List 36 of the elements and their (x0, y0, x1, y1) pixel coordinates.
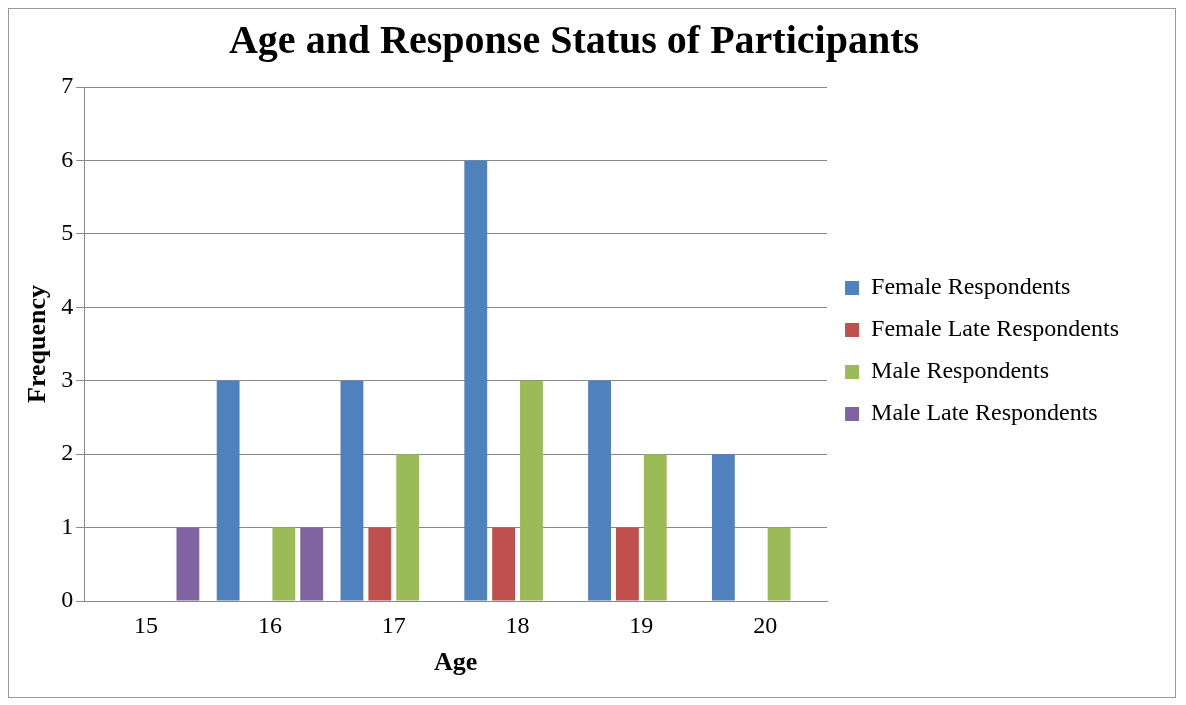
bar (300, 527, 324, 601)
bar (520, 380, 543, 601)
x-tick-label: 16 (257, 611, 282, 638)
y-tick-label: 0 (61, 586, 74, 613)
legend-label: Male Respondents (871, 357, 1050, 384)
y-tick-label: 1 (61, 512, 74, 539)
y-tick-label: 6 (61, 145, 74, 172)
y-axis-title: Frequency (22, 285, 52, 403)
y-tick-label: 3 (61, 366, 74, 393)
x-tick-label: 20 (753, 611, 778, 638)
y-tick-label: 2 (61, 439, 74, 466)
bar (464, 160, 488, 601)
bar (588, 380, 611, 601)
y-tick-label: 5 (61, 219, 74, 246)
bar (340, 380, 364, 601)
legend-label: Female Respondents (871, 273, 1071, 300)
y-tick-label: 7 (61, 72, 74, 99)
x-tick-label: 15 (134, 611, 159, 638)
bar (272, 527, 296, 601)
bar (711, 454, 735, 601)
bar (368, 527, 392, 601)
y-tick-label: 4 (61, 292, 74, 319)
legend-label: Female Late Respondents (871, 315, 1119, 342)
bar (176, 527, 200, 601)
bar (492, 527, 516, 601)
bar (643, 454, 667, 601)
bar (767, 527, 791, 601)
chart-title: Age and Response Status of Participants (228, 17, 920, 63)
x-tick-label: 18 (505, 611, 530, 638)
bar (396, 454, 420, 601)
legend-label: Male Late Respondents (871, 399, 1098, 426)
x-axis-title: Age (433, 647, 478, 677)
x-tick-label: 17 (381, 611, 406, 638)
bar (616, 527, 639, 601)
x-tick-label: 19 (629, 611, 654, 638)
bar (216, 380, 240, 601)
